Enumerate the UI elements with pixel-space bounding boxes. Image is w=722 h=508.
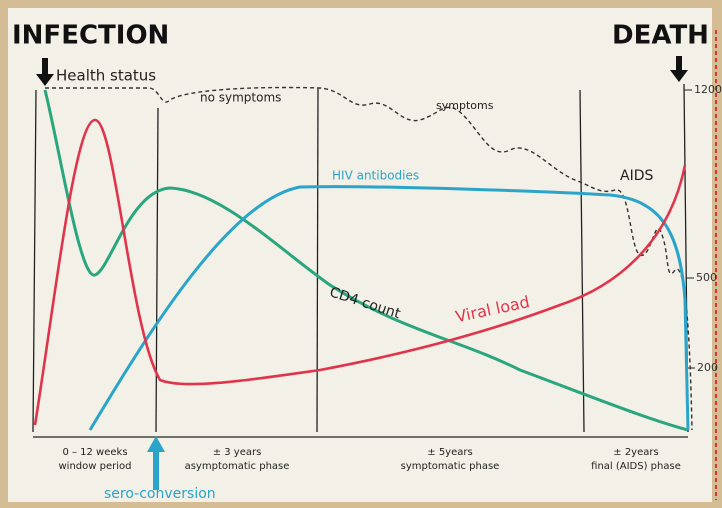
phase-name: asymptomatic phase	[185, 461, 290, 472]
axis-label: 1200	[694, 83, 722, 96]
antibodies-label: HIV antibodies	[332, 169, 419, 183]
diagram: 1200 500 200 INFECTION DEATH Health stat…	[0, 0, 722, 508]
axis-label: 200	[697, 361, 718, 374]
phase-duration: ± 5years	[427, 447, 472, 458]
seroconversion-label: sero-conversion	[104, 486, 216, 502]
death-label: DEATH	[612, 21, 709, 51]
phase-name: symptomatic phase	[401, 461, 500, 472]
axis-label: 500	[696, 271, 717, 284]
symptoms-label: symptoms	[436, 99, 494, 112]
no-symptoms-label: no symptoms	[200, 91, 281, 105]
aids-label: AIDS	[620, 168, 653, 184]
phase-duration: ± 2years	[613, 447, 658, 458]
phase-duration: ± 3 years	[213, 447, 262, 458]
phase-duration: 0 – 12 weeks	[62, 447, 127, 458]
infection-label: INFECTION	[12, 21, 169, 51]
health-label: Health status	[56, 67, 156, 85]
phase-name: window period	[59, 461, 132, 472]
phase-name: final (AIDS) phase	[591, 461, 681, 472]
page: 1200 500 200 INFECTION DEATH Health stat…	[0, 0, 722, 508]
